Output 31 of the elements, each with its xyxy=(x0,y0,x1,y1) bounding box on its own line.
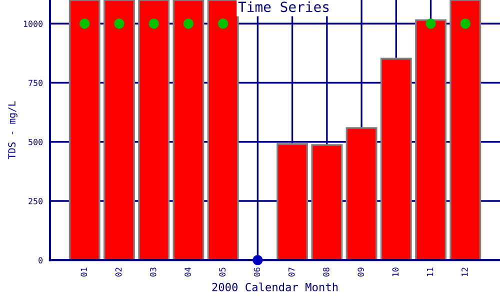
bar xyxy=(276,143,308,260)
y-tick-label: 0 xyxy=(38,257,43,264)
x-tick-label: 08 xyxy=(323,268,330,277)
x-tick-label: 07 xyxy=(288,268,295,277)
x-tick-label: 09 xyxy=(358,268,364,277)
x-tick-label: 05 xyxy=(219,268,226,277)
bar xyxy=(415,19,446,260)
bar xyxy=(380,58,412,260)
bar xyxy=(450,0,482,260)
x-tick-label: 02 xyxy=(115,268,122,277)
y-axis-title: TDS - mg/L xyxy=(8,101,18,160)
bar xyxy=(104,0,135,260)
bar xyxy=(346,127,378,260)
chart-title: Time Series xyxy=(238,1,329,12)
x-tick-label: 11 xyxy=(427,268,434,276)
x-axis-title: 2000 Calendar Month xyxy=(212,282,338,292)
x-tick-label: 10 xyxy=(392,268,399,276)
x-tick-label: 04 xyxy=(184,267,191,277)
bar xyxy=(207,0,239,260)
x-tick-label: 03 xyxy=(150,268,156,277)
x-tick-label: 01 xyxy=(80,268,88,277)
y-tick-label: 750 xyxy=(28,80,43,86)
y-tick-label: 1000 xyxy=(24,20,43,27)
y-tick-label: 500 xyxy=(28,138,43,146)
bar xyxy=(311,144,343,260)
x-tick-label: 12 xyxy=(462,268,468,276)
bar xyxy=(172,0,204,260)
y-tick-label: 250 xyxy=(28,198,43,204)
bar xyxy=(68,0,100,260)
x-tick-label: 06 xyxy=(254,268,260,277)
bar xyxy=(138,0,170,260)
